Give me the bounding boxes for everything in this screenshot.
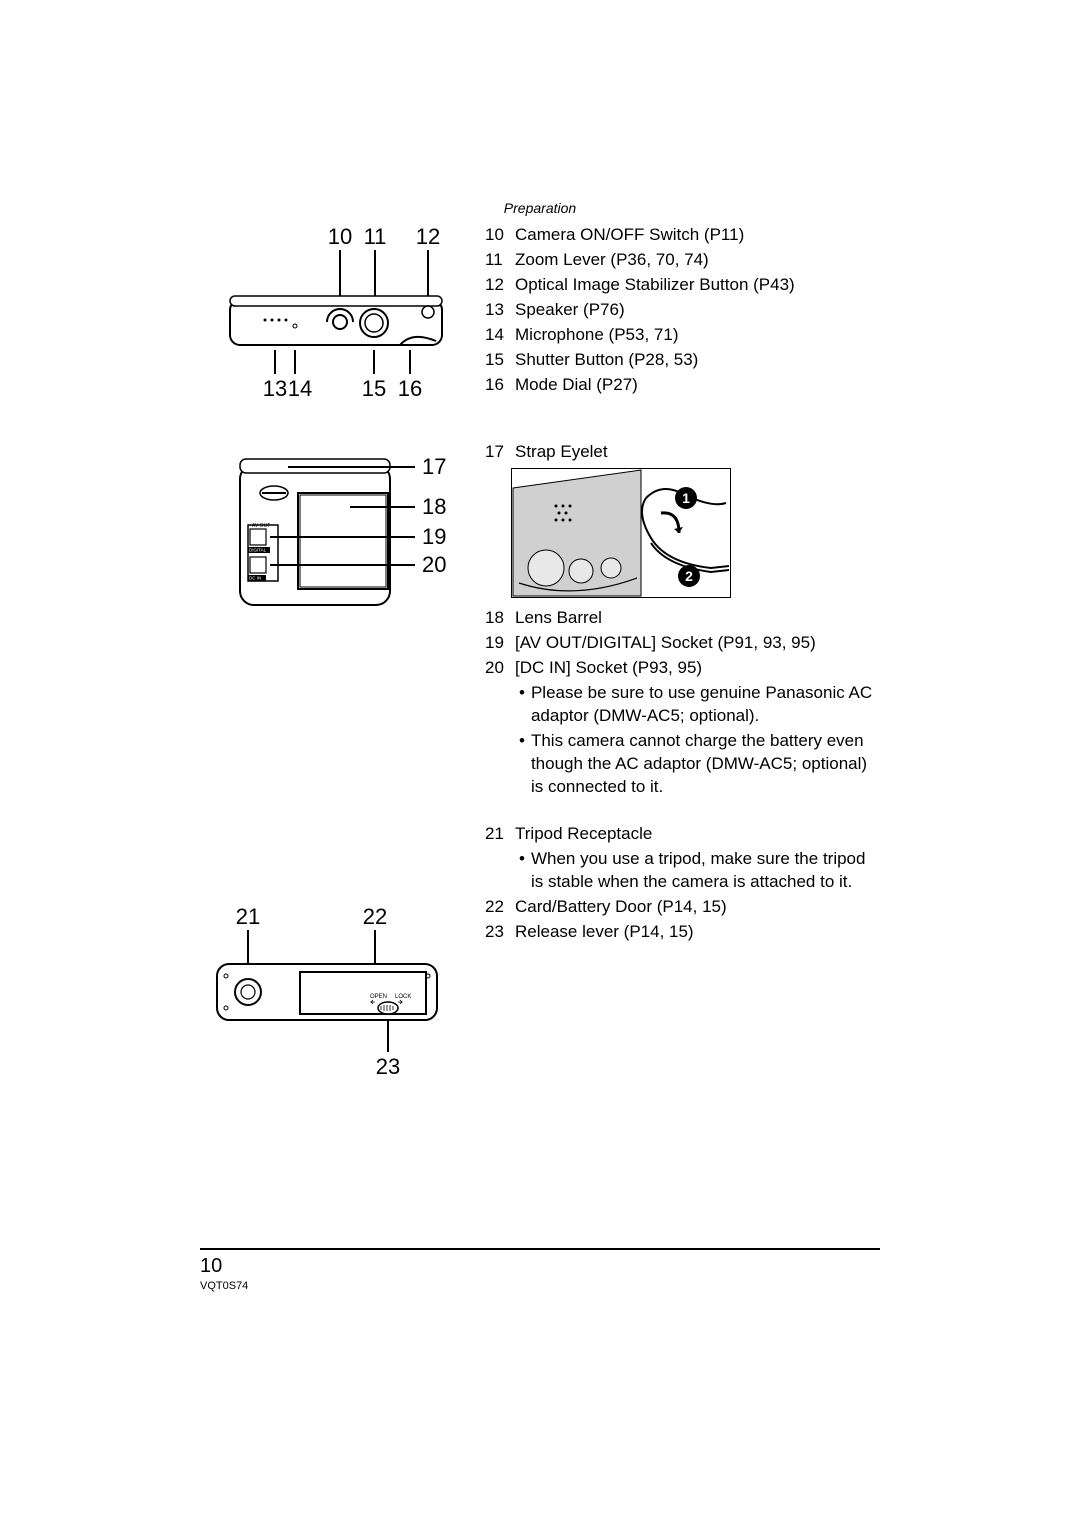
camera-bottom-diagram: 21 22 OPEN LOCK <box>200 902 465 1102</box>
document-code: VQT0S74 <box>200 1280 248 1292</box>
marker-2: 2 <box>685 568 693 584</box>
camera-side-diagram: AV OUT DIGITAL DC IN 17 18 19 20 <box>200 417 465 637</box>
content-area: 10 11 12 <box>200 222 880 1526</box>
item-text: Shutter Button (P28, 53) <box>515 348 698 371</box>
item-text: Lens Barrel <box>515 606 602 629</box>
page-number: 10 <box>200 1255 222 1278</box>
strap-eyelet-illustration: 1 2 <box>511 468 731 598</box>
item-number: 15 <box>485 348 507 371</box>
item-text: Speaker (P76) <box>515 298 625 321</box>
item-number: 16 <box>485 373 507 396</box>
items-list-b-head: 17 Strap Eyelet <box>485 439 880 464</box>
item-number: 20 <box>485 656 507 679</box>
av-out-label: AV OUT <box>252 523 270 529</box>
callout-22: 22 <box>363 904 387 929</box>
bullet-icon: • <box>519 847 525 893</box>
item-text: Strap Eyelet <box>515 440 608 463</box>
callout-16: 16 <box>398 376 422 401</box>
items-list-a: 10 Camera ON/OFF Switch (P11) 11 Zoom Lever… <box>485 222 880 397</box>
callout-12: 12 <box>416 224 440 249</box>
items-list-b: 18 Lens Barrel 19 [AV OUT/DIGITAL] Socket (… <box>485 605 880 680</box>
camera-top-diagram: 10 11 12 <box>200 222 465 402</box>
item-text: [AV OUT/DIGITAL] Socket (P91, 93, 95) <box>515 631 816 654</box>
section-header: Preparation <box>0 200 1080 216</box>
callout-10: 10 <box>328 224 352 249</box>
open-label: OPEN <box>370 994 387 1000</box>
marker-1: 1 <box>682 490 690 506</box>
bullet-text: Please be sure to use genuine Panasonic … <box>531 681 880 727</box>
callout-15: 15 <box>362 376 386 401</box>
item-number: 14 <box>485 323 507 346</box>
item-text: Mode Dial (P27) <box>515 373 638 396</box>
items-list-b-sub: •Please be sure to use genuine Panasonic… <box>485 680 880 799</box>
item-number: 19 <box>485 631 507 654</box>
diagrams-column: 10 11 12 <box>200 222 465 1107</box>
item-number: 12 <box>485 273 507 296</box>
item-number: 17 <box>485 440 507 463</box>
manual-page: Preparation 10 11 12 <box>0 0 1080 1526</box>
item-text: Tripod Receptacle <box>515 822 652 845</box>
text-column: 10 Camera ON/OFF Switch (P11) 11 Zoom Lever… <box>485 222 880 944</box>
item-text: [DC IN] Socket (P93, 95) <box>515 656 702 679</box>
dc-in-label: DC IN <box>249 576 261 581</box>
item-text: Camera ON/OFF Switch (P11) <box>515 223 744 246</box>
bullet-icon: • <box>519 681 525 727</box>
callout-19: 19 <box>422 524 446 549</box>
lock-label: LOCK <box>395 994 411 1000</box>
item-number: 21 <box>485 822 507 845</box>
item-text: Optical Image Stabilizer Button (P43) <box>515 273 795 296</box>
item-text: Release lever (P14, 15) <box>515 920 694 943</box>
item-text: Microphone (P53, 71) <box>515 323 678 346</box>
item-number: 11 <box>485 248 507 271</box>
footer-rule <box>200 1248 880 1250</box>
digital-label: DIGITAL <box>249 548 267 553</box>
item-number: 13 <box>485 298 507 321</box>
callout-20: 20 <box>422 552 446 577</box>
items-list-c-sub: •When you use a tripod, make sure the tr… <box>485 846 880 894</box>
callout-14: 14 <box>288 376 312 401</box>
item-number: 22 <box>485 895 507 918</box>
bullet-icon: • <box>519 729 525 798</box>
items-list-c2: 22 Card/Battery Door (P14, 15) 23 Release l… <box>485 894 880 944</box>
callout-13: 13 <box>263 376 287 401</box>
item-number: 18 <box>485 606 507 629</box>
item-number: 10 <box>485 223 507 246</box>
callout-18: 18 <box>422 494 446 519</box>
callout-21: 21 <box>236 904 260 929</box>
bullet-text: This camera cannot charge the battery ev… <box>531 729 880 798</box>
callout-23: 23 <box>376 1054 400 1079</box>
item-text: Card/Battery Door (P14, 15) <box>515 895 727 918</box>
item-number: 23 <box>485 920 507 943</box>
item-text: Zoom Lever (P36, 70, 74) <box>515 248 709 271</box>
callout-17: 17 <box>422 454 446 479</box>
bullet-text: When you use a tripod, make sure the tri… <box>531 847 880 893</box>
items-list-c: 21 Tripod Receptacle <box>485 821 880 846</box>
callout-11: 11 <box>364 224 387 249</box>
